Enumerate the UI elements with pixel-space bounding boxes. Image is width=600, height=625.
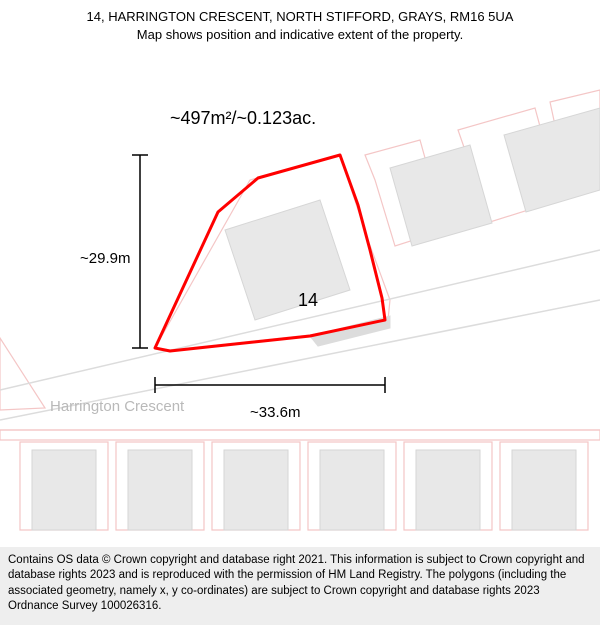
height-dimension: ~29.9m — [80, 250, 130, 267]
plot-number: 14 — [298, 290, 318, 311]
map-canvas — [0, 0, 600, 625]
area-measurement: ~497m²/~0.123ac. — [170, 108, 316, 129]
street-name: Harrington Crescent — [50, 398, 184, 415]
width-dimension: ~33.6m — [250, 404, 300, 421]
copyright-footer: Contains OS data © Crown copyright and d… — [0, 547, 600, 625]
